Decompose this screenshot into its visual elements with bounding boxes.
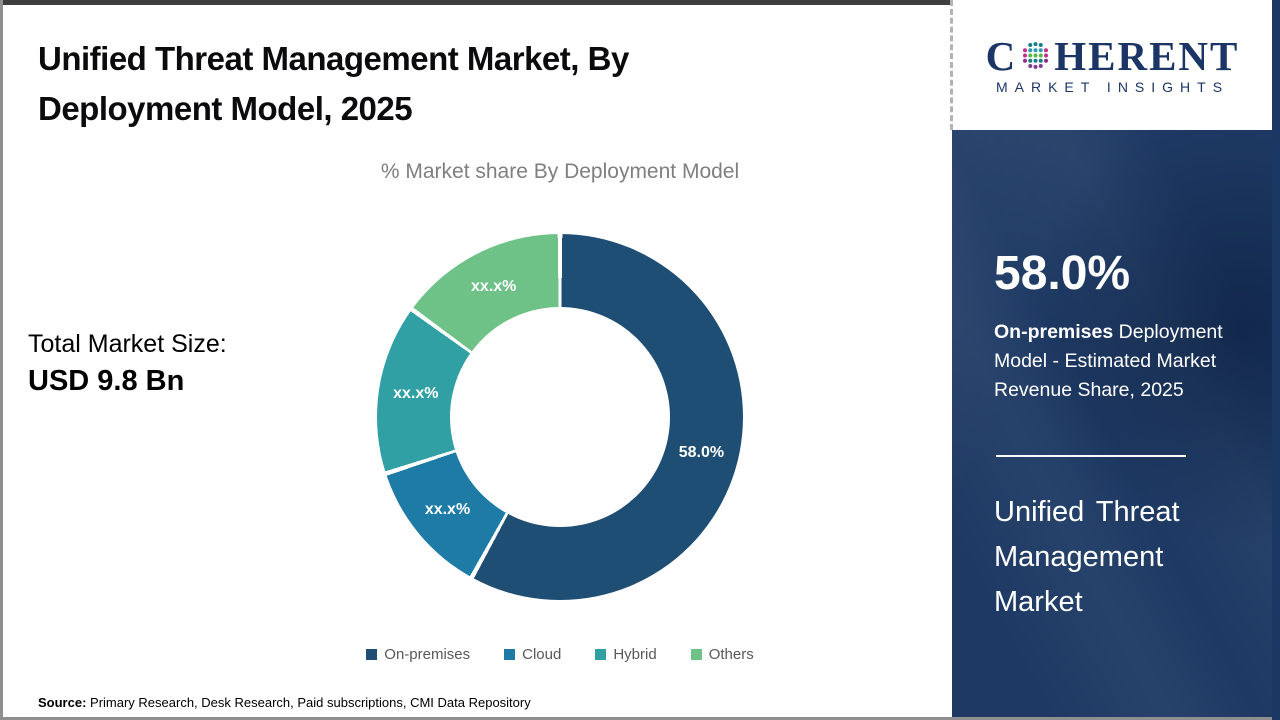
frame-border-right: [1272, 0, 1280, 720]
page-title: Unified Threat Management Market, By Dep…: [38, 40, 629, 127]
legend-swatch: [504, 649, 516, 660]
chart-legend: On-premises Cloud Hybrid Others: [180, 646, 940, 663]
brand-wordmark: C HERENT: [985, 32, 1240, 79]
highlight-stat-value: 58.0%: [994, 247, 1131, 300]
panel-divider: [996, 455, 1186, 457]
legend-item-on-premises: On-premises: [366, 646, 470, 663]
chart-subtitle: % Market share By Deployment Model: [380, 160, 740, 183]
frame-border-left: [0, 0, 3, 720]
frame-border-bottom: [0, 717, 1280, 720]
brand-subtext: MARKET INSIGHTS: [995, 78, 1230, 95]
frame-border-top: [0, 0, 1280, 5]
brand-letters-herent: HERENT: [1054, 32, 1240, 79]
legend-swatch: [595, 649, 607, 660]
source-label: Source:: [38, 695, 87, 710]
legend-swatch: [366, 649, 378, 660]
legend-label: On-premises: [384, 646, 471, 663]
market-name: Unified Threat Management Market: [994, 496, 1180, 618]
highlight-stat-description: On-premises Deployment Model - Estimated…: [994, 318, 1266, 405]
donut-hole: [450, 307, 670, 527]
highlight-stat-bold: On-premises: [994, 321, 1114, 343]
legend-label: Others: [708, 646, 754, 663]
legend-item-hybrid: Hybrid: [595, 646, 657, 663]
dotted-globe-icon: [1023, 42, 1049, 69]
highlight-stat-rest: Deployment Model - Estimated Market Reve…: [994, 321, 1223, 401]
source-text: Primary Research, Desk Research, Paid su…: [86, 695, 531, 710]
legend-swatch: [690, 649, 702, 660]
slice-label-hybrid: xx.x%: [393, 385, 439, 403]
legend-item-others: Others: [690, 646, 754, 663]
slice-label-cloud: xx.x%: [424, 501, 471, 519]
legend-label: Cloud: [522, 646, 562, 663]
brand-letter-c: C: [985, 32, 1018, 79]
highlight-panel: 58.0% On-premises Deployment Model - Est…: [952, 130, 1280, 717]
donut-chart: 58.0% xx.x% xx.x% xx.x%: [377, 234, 743, 600]
source-note: Source: Primary Research, Desk Research,…: [38, 695, 531, 710]
total-market-block: Total Market Size: USD 9.8 Bn: [28, 326, 227, 400]
total-market-label: Total Market Size:: [28, 330, 227, 358]
slice-label-others: xx.x%: [471, 277, 517, 295]
legend-label: Hybrid: [613, 646, 657, 663]
total-market-value: USD 9.8 Bn: [28, 365, 185, 397]
brand-logo: C HERENT MARKET INSIGHTS: [950, 0, 1272, 130]
slice-label-on-premises: 58.0%: [678, 444, 725, 462]
legend-item-cloud: Cloud: [504, 646, 561, 663]
